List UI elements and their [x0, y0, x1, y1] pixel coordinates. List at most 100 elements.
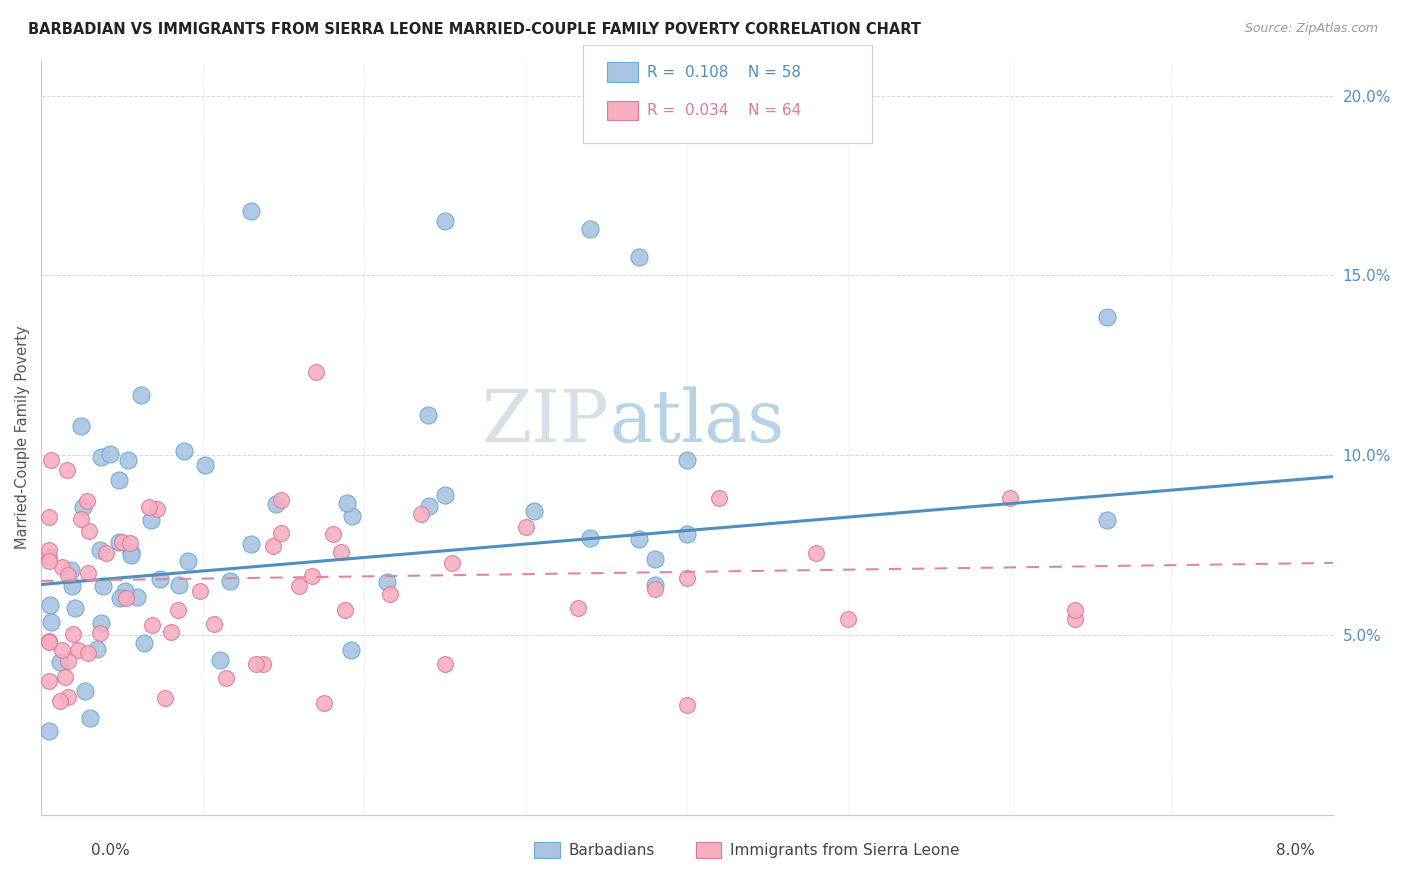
Point: [676, 698, 699, 712]
Point: [125, 590, 148, 604]
Point: [114, 584, 136, 599]
Text: 0.0%: 0.0%: [91, 843, 131, 858]
Point: [38, 549, 60, 564]
Point: [66, 643, 89, 657]
Point: [567, 601, 589, 615]
Point: [38, 634, 60, 648]
Text: atlas: atlas: [609, 387, 785, 458]
Point: [806, 546, 828, 560]
Point: [110, 591, 132, 606]
Point: [676, 453, 699, 467]
Point: [76, 494, 98, 508]
Point: [53, 670, 76, 684]
Point: [120, 536, 142, 550]
Point: [38, 674, 60, 689]
Point: [252, 657, 274, 672]
Point: [418, 500, 440, 514]
Point: [270, 492, 292, 507]
Point: [114, 591, 136, 605]
Point: [73, 684, 96, 698]
Point: [676, 526, 699, 541]
Point: [270, 525, 292, 540]
Point: [89, 625, 111, 640]
Point: [38, 510, 60, 524]
Point: [433, 214, 456, 228]
Point: [169, 578, 191, 592]
Text: 8.0%: 8.0%: [1275, 843, 1315, 858]
Point: [56, 462, 79, 476]
Point: [627, 532, 650, 546]
Point: [301, 569, 323, 583]
Point: [204, 616, 226, 631]
Point: [215, 671, 238, 685]
Text: Immigrants from Sierra Leone: Immigrants from Sierra Leone: [730, 843, 959, 857]
Point: [139, 513, 162, 527]
Point: [129, 388, 152, 402]
Point: [117, 453, 139, 467]
Point: [245, 657, 267, 671]
Point: [288, 579, 311, 593]
Point: [515, 520, 537, 534]
Text: ZIP: ZIP: [482, 387, 609, 458]
Point: [433, 657, 456, 672]
Point: [1063, 612, 1085, 626]
Point: [48, 656, 70, 670]
Point: [240, 537, 263, 551]
Point: [240, 203, 263, 218]
Point: [194, 458, 217, 472]
Point: [709, 491, 731, 506]
Point: [111, 590, 134, 604]
Point: [62, 626, 84, 640]
Point: [262, 539, 284, 553]
Point: [837, 611, 859, 625]
Point: [98, 447, 121, 461]
Point: [440, 556, 463, 570]
Point: [56, 690, 79, 704]
Point: [89, 542, 111, 557]
Point: [70, 511, 93, 525]
Point: [141, 618, 163, 632]
Text: R =  0.034    N = 64: R = 0.034 N = 64: [647, 103, 801, 118]
Point: [90, 450, 112, 465]
Point: [329, 545, 352, 559]
Point: [579, 221, 602, 235]
Point: [72, 500, 94, 514]
Point: [676, 571, 699, 585]
Point: [146, 501, 169, 516]
Point: [375, 575, 398, 590]
Point: [51, 643, 73, 657]
Point: [59, 563, 82, 577]
Point: [644, 551, 666, 566]
Point: [173, 444, 195, 458]
Point: [304, 365, 326, 379]
Y-axis label: Married-Couple Family Poverty: Married-Couple Family Poverty: [15, 326, 30, 549]
Point: [70, 419, 93, 434]
Point: [644, 582, 666, 597]
Point: [38, 634, 60, 648]
Point: [86, 642, 108, 657]
Point: [108, 534, 131, 549]
Point: [378, 587, 401, 601]
Point: [336, 496, 359, 510]
Point: [111, 535, 134, 549]
Point: [579, 531, 602, 545]
Point: [38, 554, 60, 568]
Point: [149, 572, 172, 586]
Point: [96, 546, 118, 560]
Point: [418, 409, 440, 423]
Point: [209, 653, 232, 667]
Point: [322, 527, 344, 541]
Point: [49, 693, 72, 707]
Point: [56, 567, 79, 582]
Point: [132, 636, 155, 650]
Point: [644, 578, 666, 592]
Point: [90, 615, 112, 630]
Point: [523, 504, 546, 518]
Point: [51, 560, 73, 574]
Point: [60, 579, 83, 593]
Point: [120, 545, 142, 559]
Point: [1095, 310, 1118, 324]
Point: [77, 524, 100, 538]
Point: [120, 548, 142, 562]
Point: [340, 643, 363, 657]
